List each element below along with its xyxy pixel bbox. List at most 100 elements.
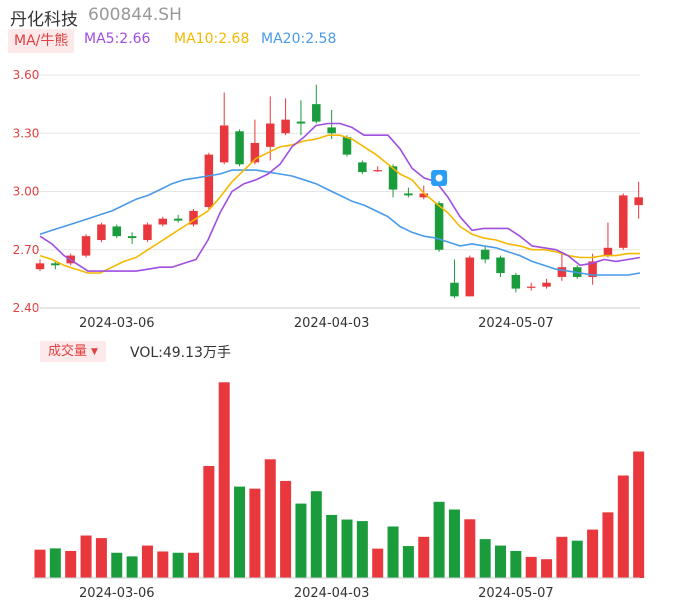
candle-body — [542, 282, 551, 287]
event-marker-dot — [435, 174, 443, 182]
candle-body — [219, 125, 229, 163]
volume-bar — [65, 550, 77, 578]
volume-bar — [418, 536, 430, 578]
candle-body — [327, 127, 336, 134]
volume-bar — [95, 538, 107, 578]
candle-body — [526, 286, 536, 288]
price-date-label: 2024-03-06 — [79, 316, 155, 331]
volume-date-label: 2024-03-06 — [79, 586, 155, 601]
volume-bar — [479, 539, 491, 578]
candle-body — [127, 236, 137, 239]
candle-body — [588, 261, 597, 277]
candle-body — [35, 263, 45, 270]
stock-code: 600844.SH — [88, 5, 182, 25]
volume-bar — [188, 552, 199, 578]
candle-body — [204, 154, 214, 208]
candle-body — [450, 282, 459, 297]
volume-bar — [126, 556, 138, 578]
price-tick-label: 3.00 — [13, 185, 40, 199]
volume-bar — [310, 491, 322, 578]
volume-bar — [541, 559, 553, 578]
volume-bar — [326, 514, 338, 578]
candle-body — [266, 123, 275, 147]
volume-bar — [49, 548, 61, 578]
volume-bar — [111, 552, 123, 578]
stock-name: 丹化科技 — [10, 10, 78, 30]
volume-bar — [356, 521, 368, 578]
candle-body — [51, 263, 60, 266]
volume-bar — [433, 501, 445, 578]
volume-bar — [157, 551, 169, 578]
volume-bar — [34, 549, 46, 578]
volume-bar — [587, 529, 599, 578]
volume-value-label: VOL:49.13万手 — [130, 345, 231, 361]
ma10-label: MA10:2.68 — [174, 31, 250, 47]
volume-bar — [602, 512, 614, 578]
candle-body — [112, 226, 121, 237]
candle-body — [143, 224, 152, 241]
candle-body — [557, 267, 567, 277]
candle-body — [511, 274, 521, 289]
candle-body — [373, 170, 382, 172]
candle-body — [404, 193, 413, 196]
candle-body — [603, 247, 613, 256]
ma20-line — [39, 169, 641, 276]
volume-indicator-selector[interactable]: 成交量 ▼ — [40, 341, 106, 362]
volume-bar — [571, 540, 583, 578]
volume-bar — [234, 486, 246, 578]
candle-body — [81, 236, 91, 256]
candle-body — [358, 162, 367, 173]
ma10-line — [39, 134, 640, 274]
ma-type-selector[interactable]: MA/牛熊 — [8, 29, 75, 53]
volume-bar — [80, 535, 92, 578]
volume-date-label: 2024-04-03 — [294, 586, 370, 601]
candle-body — [496, 257, 505, 274]
volume-bar — [525, 556, 537, 578]
candle-body — [250, 142, 260, 163]
candle-body — [419, 193, 428, 198]
price-date-label: 2024-05-07 — [478, 316, 554, 331]
candle-body — [465, 257, 475, 297]
candle-body — [158, 218, 168, 225]
candle-body — [388, 166, 398, 190]
ma20-label: MA20:2.58 — [261, 31, 337, 47]
volume-bar — [203, 465, 215, 578]
volume-bar — [295, 503, 307, 578]
candle-body — [312, 104, 321, 122]
volume-bar — [280, 480, 292, 578]
volume-bar — [341, 519, 353, 578]
volume-bar — [402, 546, 414, 578]
price-tick-label: 2.40 — [13, 301, 40, 315]
volume-bar — [617, 475, 629, 578]
ma5-label: MA5:2.66 — [84, 31, 151, 47]
candle-body — [296, 121, 306, 124]
candle-body — [173, 218, 183, 221]
candle-body — [634, 197, 643, 206]
volume-bar — [141, 545, 153, 578]
candle-body — [342, 137, 352, 155]
volume-bar — [264, 459, 276, 578]
candle-body — [235, 131, 244, 165]
chevron-down-icon: ▼ — [91, 347, 98, 357]
volume-bar — [249, 488, 261, 578]
volume-bar — [510, 550, 522, 578]
volume-bar — [495, 545, 506, 578]
volume-bar — [387, 526, 399, 578]
volume-bar — [372, 548, 384, 578]
candle-body — [619, 195, 628, 248]
candle-body — [281, 119, 290, 134]
volume-bar — [218, 382, 230, 578]
price-date-label: 2024-04-03 — [294, 316, 370, 331]
volume-date-label: 2024-05-07 — [478, 586, 554, 601]
volume-bar — [464, 519, 476, 578]
volume-bar — [556, 536, 568, 578]
candle-body — [97, 224, 106, 241]
candle-body — [480, 249, 490, 260]
price-tick-label: 3.60 — [13, 68, 40, 82]
candle-body — [189, 210, 198, 225]
price-tick-label: 2.70 — [13, 243, 40, 257]
volume-tag-label: 成交量 — [48, 344, 88, 359]
volume-bar — [448, 509, 460, 578]
volume-bar — [633, 451, 645, 578]
